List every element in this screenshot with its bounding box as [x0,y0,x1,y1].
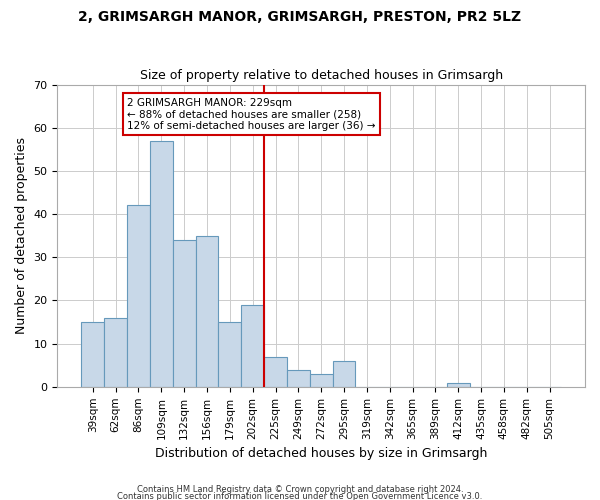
Bar [150,140,173,387]
Bar [82,322,104,387]
Title: Size of property relative to detached houses in Grimsargh: Size of property relative to detached ho… [140,69,503,82]
Bar [264,356,287,387]
Bar [332,361,355,387]
Y-axis label: Number of detached properties: Number of detached properties [15,137,28,334]
Bar [241,305,264,387]
Bar [447,382,470,387]
Bar [196,236,218,387]
Bar [310,374,332,387]
Bar [104,318,127,387]
Bar [218,322,241,387]
Text: Contains HM Land Registry data © Crown copyright and database right 2024.: Contains HM Land Registry data © Crown c… [137,486,463,494]
Text: Contains public sector information licensed under the Open Government Licence v3: Contains public sector information licen… [118,492,482,500]
Text: 2, GRIMSARGH MANOR, GRIMSARGH, PRESTON, PR2 5LZ: 2, GRIMSARGH MANOR, GRIMSARGH, PRESTON, … [79,10,521,24]
Bar [127,206,150,387]
Bar [287,370,310,387]
X-axis label: Distribution of detached houses by size in Grimsargh: Distribution of detached houses by size … [155,447,487,460]
Text: 2 GRIMSARGH MANOR: 229sqm
← 88% of detached houses are smaller (258)
12% of semi: 2 GRIMSARGH MANOR: 229sqm ← 88% of detac… [127,98,376,130]
Bar [173,240,196,387]
